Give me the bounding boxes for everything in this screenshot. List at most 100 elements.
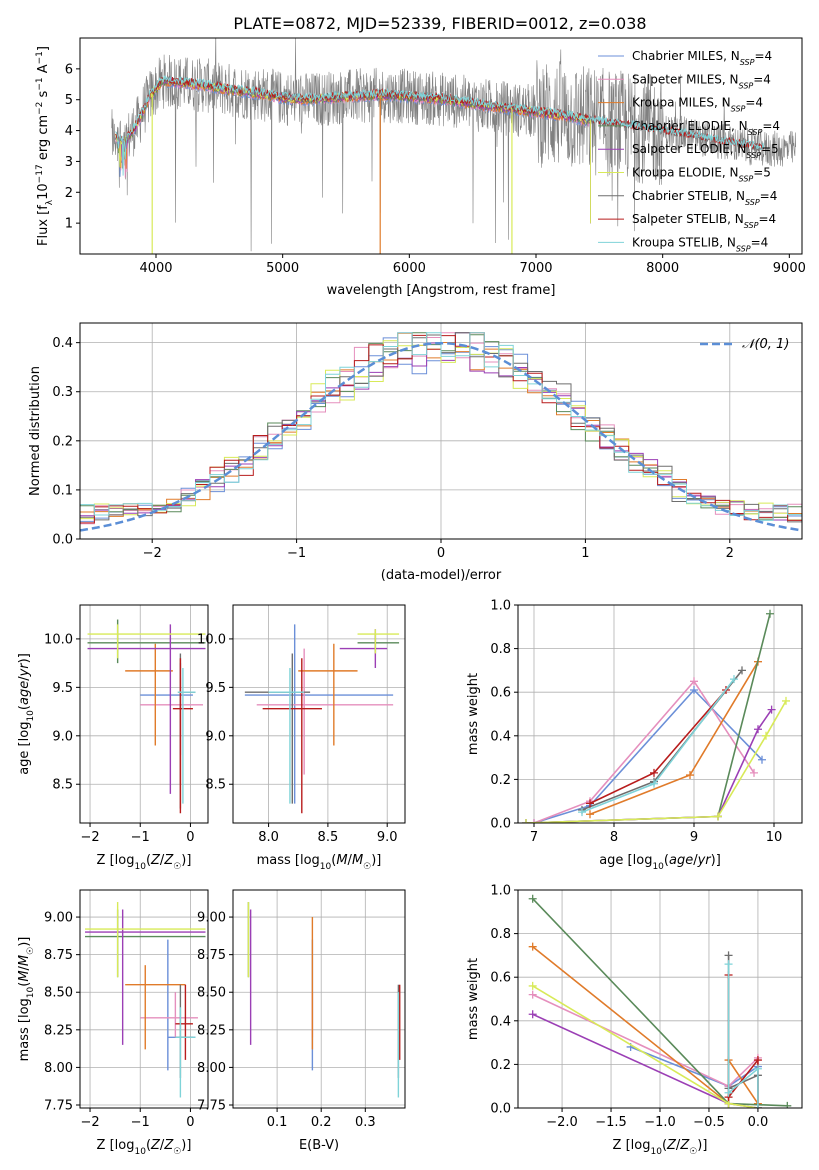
- x-tick-label: 0.0: [748, 1115, 769, 1130]
- y-axis-label-part: age: [17, 681, 32, 705]
- plot-content: [87, 619, 206, 814]
- weight-point-salpeter-miles: [750, 768, 758, 777]
- weight-point-salpeter-miles: [690, 677, 698, 686]
- legend-n: =4: [753, 72, 771, 86]
- panel-mass-vs-Z: −2 −1 07.758.008.258.508.759.00Z [log10(Z/…: [17, 889, 209, 1157]
- figure-title: PLATE=0872, MJD=52339, FIBERID=0012, z=0…: [233, 14, 646, 33]
- legend-label-salpeter-elodie: Salpeter ELODIE, NSSP=5: [632, 142, 779, 160]
- x-axis-label-part: /: [160, 1138, 165, 1153]
- x-tick-label: 0.3: [355, 1115, 376, 1130]
- x-axis-label: age [log10(age/yr)]: [599, 853, 721, 872]
- weight-point-salpeter-elodie: [528, 1010, 537, 1019]
- y-axis-label: mass [log10(M/M☉)]: [17, 937, 36, 1062]
- x-axis-label-part: Z: [163, 1138, 174, 1153]
- weight-point-kroupa-stelib: [724, 960, 733, 969]
- x-axis-label: wavelength [Angstrom, rest frame]: [327, 283, 556, 298]
- weight-line-kroupa-stelib: [727, 964, 759, 1108]
- axes-frame: [79, 322, 803, 540]
- weight-point-salpeter-stelib: [586, 799, 594, 808]
- weight-point-kroupa-stelib: [724, 1088, 733, 1097]
- y-tick-label: 1.0: [490, 599, 511, 614]
- y-axis-label-part: −1: [35, 77, 45, 90]
- y-tick-label: 0.4: [52, 336, 73, 351]
- weight-point-salpeter-stelib: [650, 768, 658, 777]
- model-spectrum-kroupa-stelib: [115, 75, 765, 176]
- y-axis-label-part: age [log: [17, 722, 32, 775]
- y-tick-label: 6: [65, 62, 73, 77]
- y-tick-label: 8.5: [205, 778, 226, 793]
- y-axis-label: age [log10(age/yr)]: [17, 653, 36, 775]
- legend-n: =5: [753, 166, 771, 180]
- y-axis-label-part: A: [36, 64, 51, 77]
- plot-area: [80, 38, 802, 254]
- x-tick-label: −0.5: [693, 1115, 725, 1130]
- x-tick-label: 0.2: [311, 1115, 332, 1130]
- x-tick-label: 4000: [139, 261, 172, 276]
- x-axis-label-part: 10: [320, 862, 332, 872]
- x-tick-label: 0.1: [267, 1115, 288, 1130]
- axes-frame: [517, 604, 803, 824]
- weight-point-kroupa-miles: [586, 810, 594, 819]
- y-tick-label: 0.2: [490, 1058, 511, 1073]
- x-axis-label-part: /: [676, 1138, 681, 1153]
- x-axis-label-part: (: [662, 1138, 667, 1153]
- y-tick-label: 8.50: [44, 986, 73, 1001]
- y-axis-label-part: ]: [36, 46, 51, 51]
- legend-label-kroupa-stelib: Kroupa STELIB, NSSP=4: [632, 235, 768, 253]
- legend-sub: SSP: [744, 221, 759, 230]
- y-axis-label-part: )]: [17, 937, 32, 947]
- panel-spectrum: 4000 5000 6000 7000 8000 9000 1 2 3 4 5 6 wavelength…: [35, 37, 806, 298]
- legend-sub: SSP: [748, 127, 763, 136]
- y-axis-label: Normed distribution: [28, 366, 43, 496]
- y-tick-label: 3: [65, 155, 73, 170]
- y-tick-label: 8.75: [44, 948, 73, 963]
- legend-n: =4: [758, 212, 776, 226]
- x-axis-label-part: age: [669, 853, 693, 868]
- legend-label-salpeter-miles: Salpeter MILES, NSSP=4: [632, 72, 771, 90]
- y-tick-label: 10.0: [197, 632, 226, 647]
- weight-point-kroupa-stelib: [753, 1104, 762, 1108]
- residual-hist-kroupa-stelib: [80, 332, 802, 521]
- x-axis-label-part: Z [log: [97, 1138, 135, 1153]
- y-axis-label-part: yr: [17, 662, 32, 678]
- y-axis-label-part: mass [log: [17, 998, 32, 1061]
- legend-label-chabrier-elodie: Chabrier ELODIE, NSSP=4: [632, 119, 780, 137]
- x-axis-label-part: mass [log: [257, 853, 320, 868]
- x-tick-label: 7000: [519, 261, 552, 276]
- legend-text: Salpeter ELODIE, N: [632, 142, 746, 156]
- axes-frame: [232, 604, 406, 824]
- axes-frame: [79, 37, 803, 255]
- y-axis-label: mass weight: [466, 673, 481, 755]
- x-tick-label: 10: [766, 830, 783, 845]
- weight-point-kroupa-stelib: [650, 779, 658, 788]
- y-tick-label: 0.3: [52, 385, 73, 400]
- y-axis-label-part: −17: [35, 164, 45, 183]
- x-axis-label-part: )]: [371, 853, 381, 868]
- axes-frame: [79, 604, 209, 824]
- x-axis-label-part: )]: [181, 853, 191, 868]
- weight-point-chabrier-elodie: [528, 894, 537, 903]
- legend-text: Chabrier ELODIE, N: [632, 119, 748, 133]
- x-tick-label: 8: [610, 830, 618, 845]
- weight-point-kroupa-stelib: [730, 675, 738, 684]
- y-tick-label: 4: [65, 124, 73, 139]
- x-tick-label: −2.0: [546, 1115, 578, 1130]
- legend-sub: SSP: [740, 58, 755, 67]
- y-tick-label: 0.0: [52, 533, 73, 548]
- y-tick-label: 7.75: [44, 1098, 73, 1113]
- x-tick-label: 2: [726, 546, 734, 561]
- x-tick-label: −2: [143, 546, 162, 561]
- legend-text: Kroupa STELIB, N: [632, 235, 736, 249]
- legend-sub: SSP: [739, 81, 754, 90]
- x-axis-label: Z [log10(Z/Z☉)]: [97, 1138, 192, 1157]
- x-axis-label-part: 10: [652, 862, 664, 872]
- axes-frame: [517, 889, 803, 1109]
- data-spectrum-line: [111, 38, 796, 252]
- y-tick-label: 9.0: [52, 729, 73, 744]
- y-tick-label: 0.2: [52, 434, 73, 449]
- x-axis-label: (data-model)/error: [381, 568, 502, 583]
- y-axis-label-part: erg cm: [36, 115, 51, 164]
- y-axis-label-part: Flux [f: [36, 205, 51, 246]
- x-axis-label-part: Z [log: [97, 853, 135, 868]
